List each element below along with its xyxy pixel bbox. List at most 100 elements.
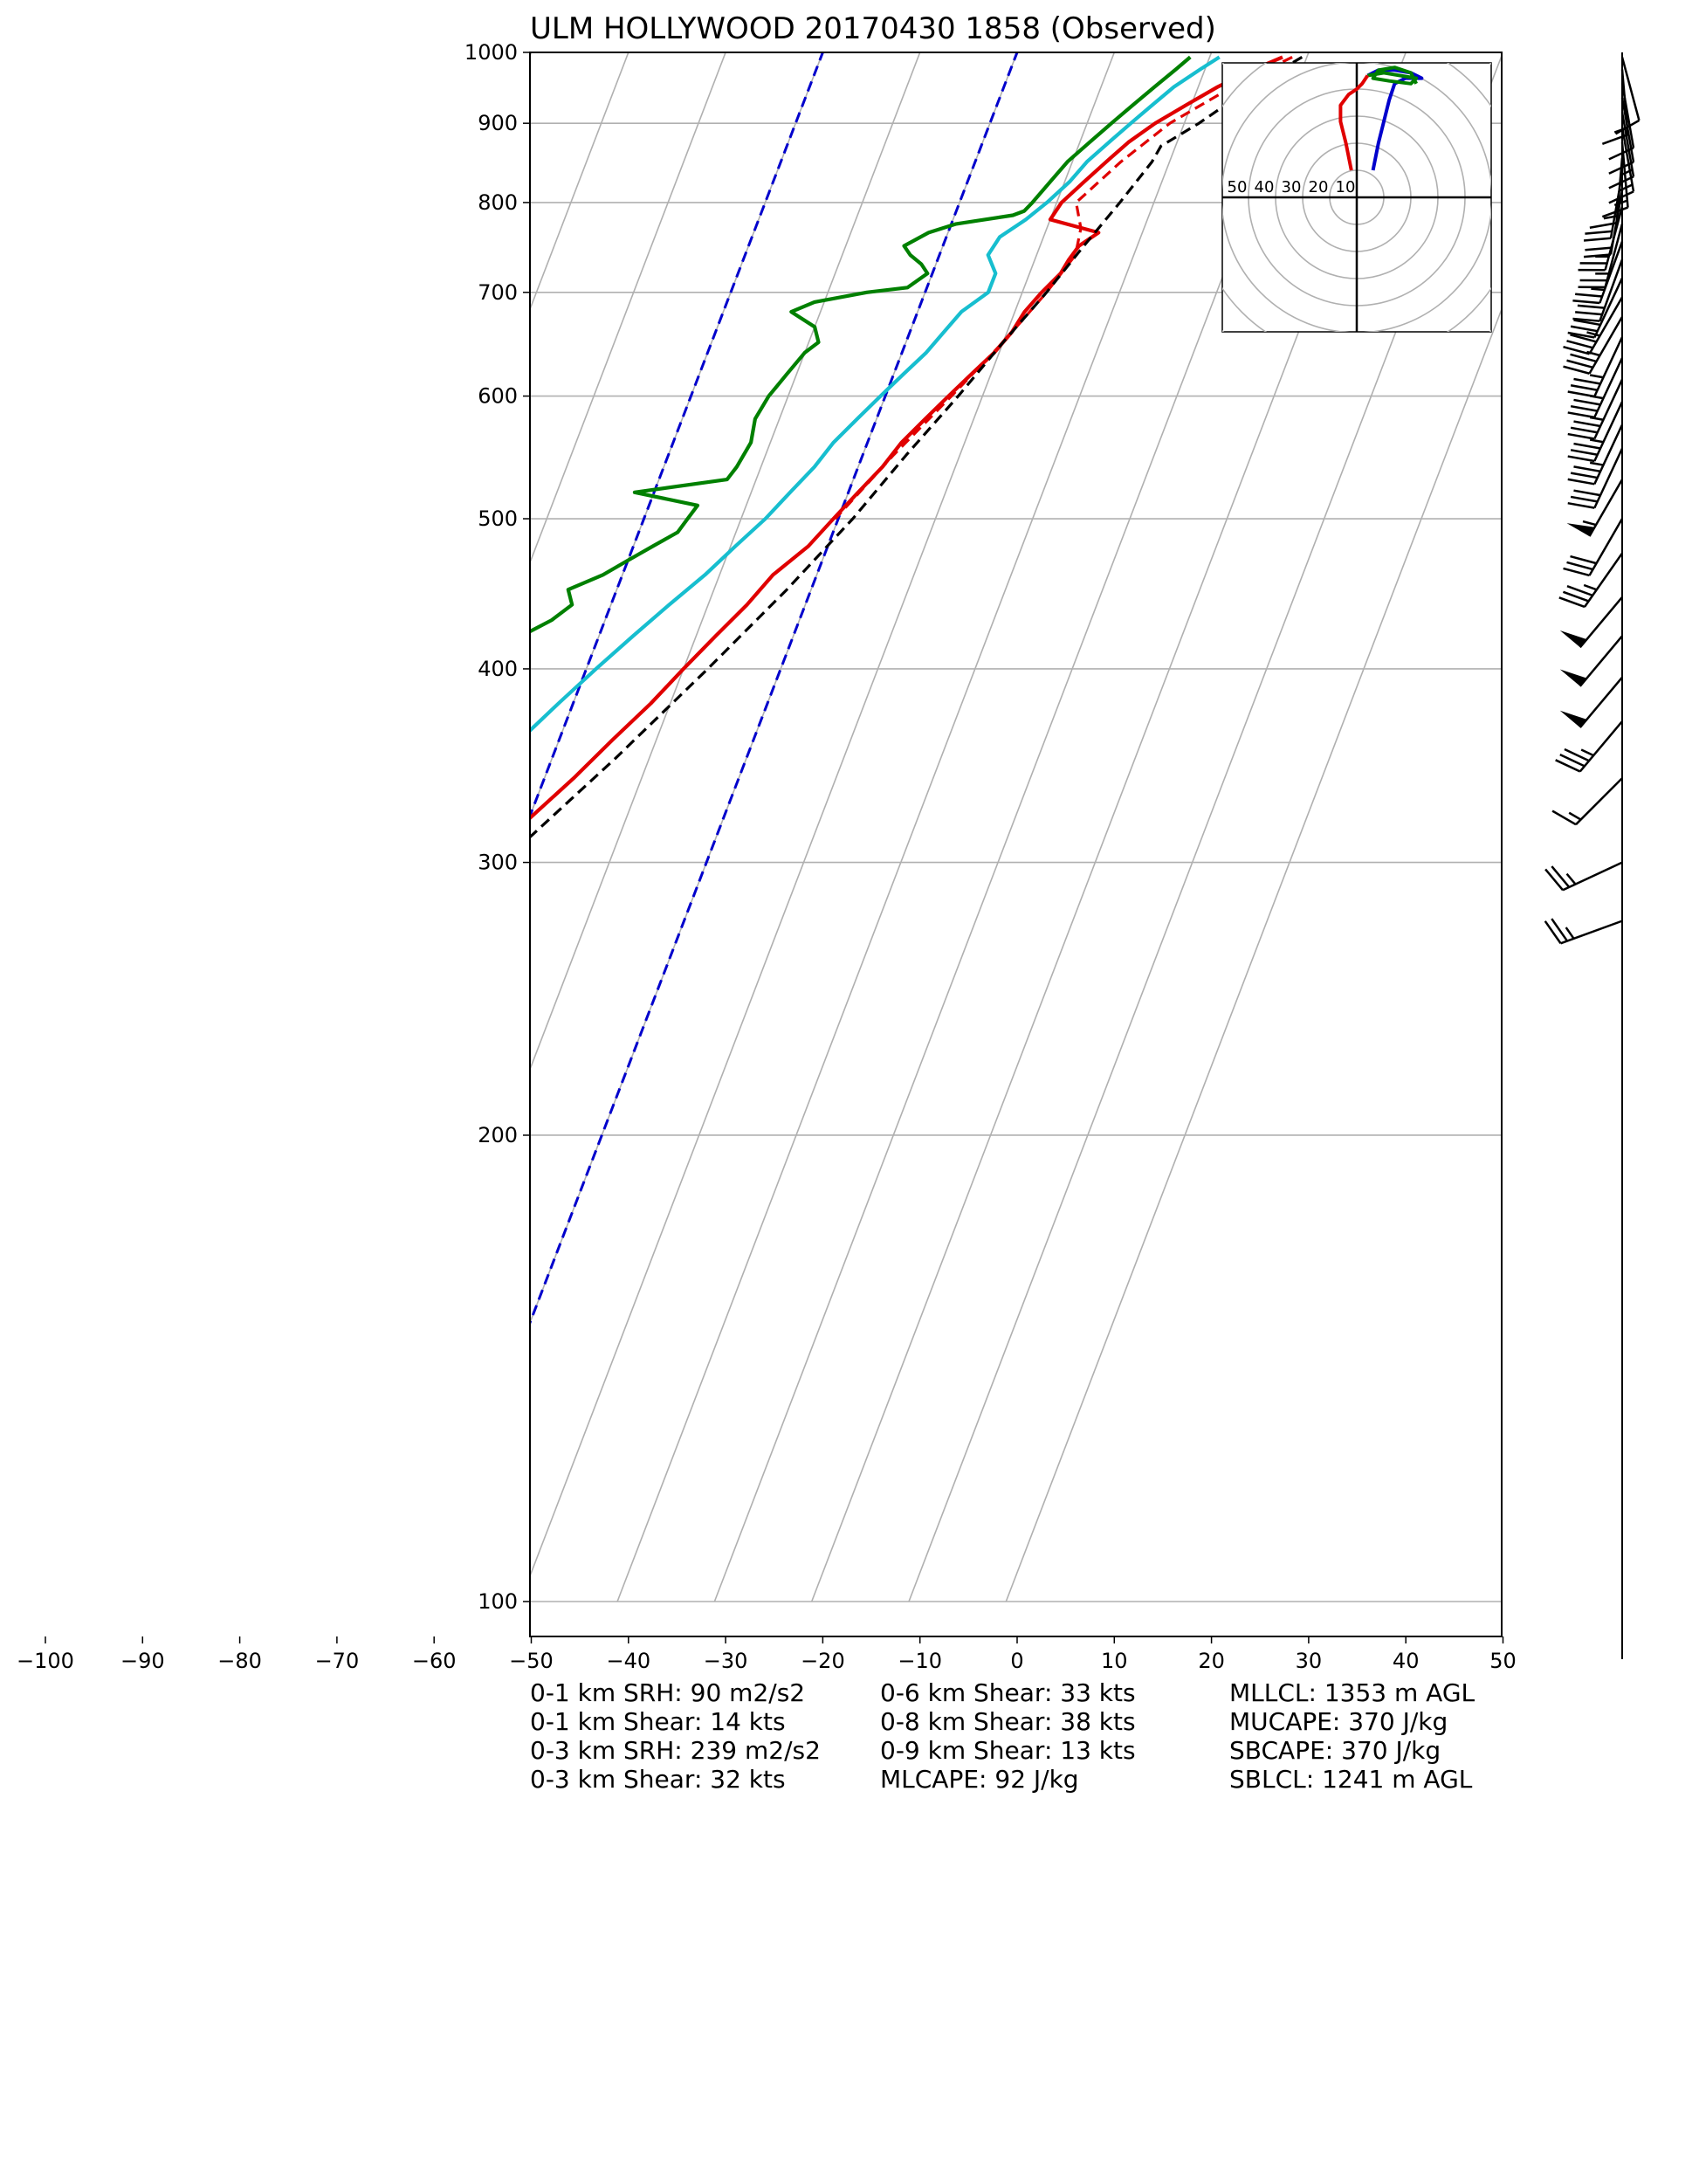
hodograph-ring-label: 50	[1228, 178, 1248, 196]
pressure-tick-label: 1000	[464, 40, 518, 65]
barb-full	[1589, 222, 1617, 229]
hodograph-trace	[1367, 65, 1419, 86]
sounding-traces	[530, 55, 1303, 839]
barb-half	[1589, 438, 1604, 444]
barb-full	[1570, 325, 1598, 333]
trace-dewpoint	[530, 55, 1192, 634]
barb-full	[1583, 253, 1612, 258]
barb-half	[1591, 287, 1605, 292]
stat-srh-0-3km: 0-3 km SRH: 239 m2/s2	[530, 1736, 821, 1765]
barb-full	[1566, 561, 1593, 571]
barb-full	[1573, 442, 1601, 450]
trace-temperature	[530, 55, 1283, 821]
hodograph-ring-label: 10	[1336, 178, 1356, 196]
temperature-tick-label: −60	[412, 1649, 457, 1673]
pressure-tick-label: 800	[478, 190, 518, 215]
temperature-tick-label: −70	[315, 1649, 360, 1673]
barb-flag	[1559, 669, 1587, 686]
wind-barb	[1563, 316, 1624, 375]
stat-mllcl: MLLCL: 1353 m AGL	[1229, 1678, 1475, 1707]
barb-full	[1567, 432, 1595, 440]
hodograph-traces	[1338, 65, 1424, 171]
barb-full	[1570, 353, 1597, 363]
temperature-tick-label: 10	[1101, 1649, 1128, 1673]
barb-half	[1586, 331, 1600, 337]
barb-full	[1555, 759, 1581, 773]
barb-half	[1589, 374, 1604, 379]
wind-barb	[1608, 112, 1635, 189]
hodograph-ring-label: 40	[1255, 178, 1275, 196]
barb-shaft	[1593, 448, 1624, 509]
barb-full	[1614, 119, 1641, 135]
barb-full	[1562, 590, 1589, 603]
reference-lines	[530, 52, 1019, 1326]
isotherm-line	[0, 19, 447, 1602]
barb-shaft	[1579, 596, 1623, 649]
isotherm-line	[0, 19, 252, 1602]
temperature-tick-label: 30	[1296, 1649, 1323, 1673]
barb-full	[1563, 567, 1590, 577]
barb-shaft	[1588, 296, 1624, 355]
barb-full	[1585, 230, 1613, 235]
barb-shaft	[1593, 277, 1624, 338]
stat-shear-0-6km: 0-6 km Shear: 33 kts	[880, 1678, 1136, 1707]
isotherm-line	[0, 19, 58, 1602]
barb-full	[1573, 420, 1601, 428]
barb-half	[1568, 811, 1582, 821]
barb-shaft	[1579, 635, 1623, 687]
barb-full	[1544, 868, 1564, 892]
barb-full	[1570, 449, 1598, 456]
temperature-tick-label: 50	[1489, 1649, 1517, 1673]
barb-full	[1573, 398, 1601, 406]
barb-half	[1613, 199, 1628, 207]
barb-shaft	[1579, 676, 1623, 728]
pressure-axis: 100 200 300 400 500 600 700 800 900 1000	[464, 40, 530, 1614]
barb-shaft	[1560, 920, 1623, 945]
barb-full	[1570, 404, 1598, 412]
stat-mucape: MUCAPE: 370 J/kg	[1229, 1707, 1448, 1736]
hodograph-trace	[1366, 68, 1424, 171]
temperature-tick-label: 20	[1198, 1649, 1225, 1673]
barb-shaft	[1599, 258, 1624, 322]
wind-barb	[1559, 596, 1623, 649]
barb-full	[1559, 754, 1586, 768]
barb-full	[1577, 304, 1605, 309]
isotherm-line	[530, 52, 533, 59]
barb-shaft	[1593, 424, 1624, 485]
barb-half	[1586, 350, 1600, 357]
barb-shaft	[1620, 57, 1641, 121]
pressure-tick-label: 900	[478, 111, 518, 135]
temperature-tick-label: −100	[17, 1649, 74, 1673]
isotherm-line	[530, 52, 921, 1071]
barb-full	[1573, 319, 1601, 327]
temperature-tick-label: −40	[606, 1649, 650, 1673]
pressure-tick-label: 700	[478, 280, 518, 305]
temperature-tick-label: −10	[898, 1649, 942, 1673]
barb-half	[1583, 583, 1598, 591]
barb-flag	[1566, 523, 1595, 537]
reference-line	[530, 52, 825, 820]
wind-barb	[1567, 401, 1624, 463]
wind-barb	[1567, 448, 1624, 509]
barb-full	[1570, 426, 1598, 434]
barb-full	[1575, 293, 1603, 298]
barb-half	[1589, 461, 1604, 466]
barb-full	[1572, 317, 1600, 322]
barb-full	[1566, 585, 1593, 597]
reference-line	[530, 52, 1019, 1326]
barb-full	[1573, 377, 1601, 385]
isotherm-line	[1005, 307, 1502, 1602]
temperature-tick-label: −50	[509, 1649, 554, 1673]
wind-barb	[1572, 241, 1624, 305]
wind-barb	[1614, 57, 1641, 135]
barb-shaft	[1620, 112, 1635, 177]
barb-shaft	[1588, 316, 1624, 375]
barb-full	[1570, 555, 1597, 565]
stat-srh-0-1km: 0-1 km SRH: 90 m2/s2	[530, 1678, 806, 1707]
barb-full	[1544, 920, 1562, 944]
stat-shear-0-3km: 0-3 km Shear: 32 kts	[530, 1765, 786, 1794]
wind-barb	[1567, 379, 1624, 440]
hodograph-ring-label: 30	[1282, 178, 1302, 196]
barb-full	[1573, 465, 1601, 473]
wind-barb	[1558, 552, 1624, 609]
